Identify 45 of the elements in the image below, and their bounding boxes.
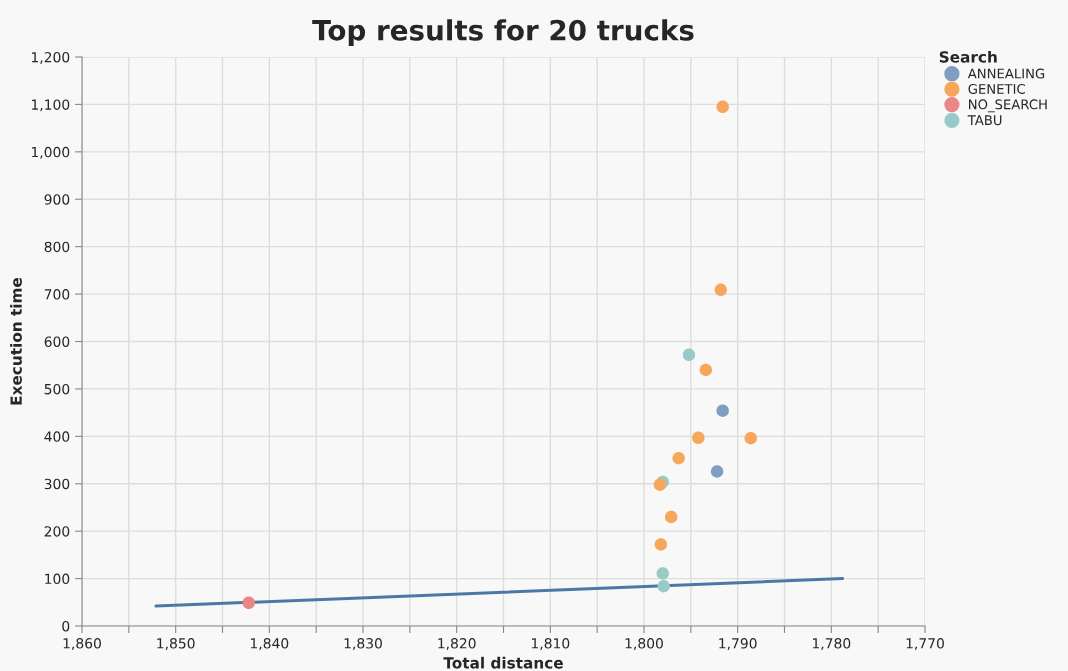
legend-label: TABU <box>967 115 1002 126</box>
point <box>744 432 757 445</box>
point <box>657 579 670 593</box>
x-axis-title: Total distance <box>443 656 563 669</box>
y-tick-label: 900 <box>44 194 70 205</box>
point <box>242 596 255 609</box>
x-tick-label: 1,770 <box>906 638 944 650</box>
y-axis-title: Execution time <box>10 277 22 405</box>
y-tick-label: 200 <box>44 526 70 537</box>
y-tick-label: 1,200 <box>31 51 70 64</box>
x-tick-label: 1,840 <box>250 638 289 650</box>
x-tick-label: 1,800 <box>625 638 663 650</box>
y-tick-label: 300 <box>44 478 70 490</box>
y-tick-label: 400 <box>44 431 70 442</box>
point <box>692 431 705 444</box>
x-tick-label: 1,790 <box>719 638 757 650</box>
legend-label: GENETIC <box>968 83 1025 94</box>
x-tick-label: 1,810 <box>531 638 570 650</box>
point <box>710 465 724 478</box>
x-tick-label: 1,820 <box>438 638 476 650</box>
y-tick-label: 500 <box>44 383 70 395</box>
y-tick-label: 1,000 <box>31 146 70 159</box>
x-tick-label: 1,830 <box>344 638 382 650</box>
y-tick-label: 700 <box>44 289 70 300</box>
y-tick-label: 800 <box>44 241 70 253</box>
legend-title: Search <box>939 50 997 63</box>
y-tick-label: 1,100 <box>31 99 70 112</box>
x-tick-label: 1,860 <box>63 638 101 650</box>
point <box>664 510 678 524</box>
legend-label: NO_SEARCH <box>969 99 1047 113</box>
point <box>714 283 728 297</box>
x-tick-label: 1,850 <box>157 638 195 650</box>
x-tick-label: 1,780 <box>812 638 851 650</box>
point <box>682 348 696 361</box>
y-tick-label: 0 <box>62 620 70 632</box>
point <box>716 404 729 417</box>
legend-label: ANNEALING <box>967 68 1045 79</box>
y-tick-label: 100 <box>45 573 70 585</box>
point <box>672 451 685 465</box>
point <box>656 567 669 580</box>
point <box>654 538 668 551</box>
point <box>699 363 713 377</box>
y-tick-label: 600 <box>44 336 70 347</box>
point <box>716 100 729 113</box>
chart-title: Top results for 20 trucks <box>312 19 694 47</box>
